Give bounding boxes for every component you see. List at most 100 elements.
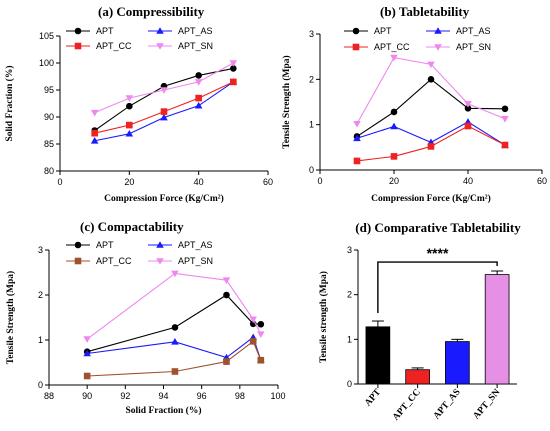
x-tick-label: 98	[235, 391, 245, 401]
chart-title: (a) Compressibility	[98, 4, 205, 19]
legend-marker	[156, 241, 164, 248]
data-point	[91, 129, 98, 137]
series-apt-sn	[90, 60, 238, 117]
data-point	[223, 291, 230, 299]
data-point	[195, 94, 202, 102]
y-tick-label: 1	[347, 334, 352, 344]
data-point	[353, 120, 361, 128]
data-point	[230, 65, 237, 72]
data-point	[257, 320, 265, 328]
legend-label: APT	[96, 240, 114, 250]
x-tick-label: 0	[57, 177, 62, 187]
data-point	[390, 54, 398, 62]
data-point	[171, 338, 179, 345]
data-point	[249, 316, 257, 324]
legend-label: APT_SN	[456, 42, 491, 52]
x-tick-label: 92	[120, 391, 130, 401]
series-apt-sn	[83, 270, 265, 343]
data-point	[194, 79, 203, 86]
data-point	[353, 157, 361, 165]
data-point	[427, 143, 435, 150]
data-point	[90, 136, 99, 144]
series-apt-sn	[353, 54, 509, 128]
legend-label: APT_CC	[96, 41, 132, 51]
data-point	[126, 121, 133, 129]
legend-marker	[352, 27, 360, 35]
series-line	[356, 78, 506, 137]
data-point	[222, 277, 231, 284]
x-tick-label: 40	[463, 176, 473, 186]
data-point	[427, 76, 435, 83]
legend-item-apt-cc: APT_CC	[344, 42, 410, 52]
data-point	[230, 78, 237, 86]
data-point	[171, 270, 179, 278]
bar-apt-as	[445, 341, 470, 385]
data-point	[390, 122, 398, 130]
y-axis-label: Tensile strength (Mpa)	[318, 271, 329, 363]
y-tick-label: 0	[309, 165, 314, 175]
data-point	[126, 102, 133, 110]
series-apt	[91, 65, 237, 134]
y-axis-label: Tensile Strength (Mpa)	[5, 271, 16, 364]
bar-apt-sn	[484, 274, 510, 385]
y-tick-label: 1	[38, 335, 43, 345]
x-tick-label: 96	[197, 391, 207, 401]
legend-marker	[352, 43, 360, 51]
data-point	[390, 108, 398, 116]
legend-item-apt-as: APT_AS	[148, 26, 213, 36]
x-tick-label: 60	[263, 177, 273, 187]
data-point	[390, 153, 398, 160]
series-apt	[353, 76, 509, 140]
data-point	[249, 338, 257, 345]
series-apt	[83, 291, 265, 356]
series-apt-cc	[353, 122, 509, 165]
data-point	[353, 134, 361, 142]
data-point	[501, 141, 509, 149]
data-point	[464, 101, 472, 108]
x-tick-label: 90	[82, 391, 92, 401]
legend-item-apt: APT	[66, 240, 114, 250]
data-point	[257, 356, 265, 364]
y-tick-label: 2	[309, 74, 314, 84]
x-tick-label: 0	[317, 176, 322, 186]
x-tick-label: 100	[270, 391, 285, 401]
data-point	[125, 129, 134, 137]
legend-marker	[434, 44, 442, 51]
data-point	[464, 105, 472, 112]
x-axis-label: Compression Force (Kg/Cm²)	[104, 193, 224, 204]
data-point	[83, 349, 91, 357]
legend-item-apt-sn: APT_SN	[148, 256, 213, 266]
legend-item-apt-as: APT_AS	[148, 240, 213, 250]
chart-title: (c) Compactability	[80, 219, 184, 234]
y-tick-label: 95	[44, 85, 54, 95]
x-tick-label: APT	[363, 387, 383, 408]
data-point	[223, 358, 230, 365]
chart-panel-b: (b) Tabletability 0 1 2 3 Tensile Strength (M…	[281, 4, 547, 204]
y-tick-label: 2	[347, 290, 352, 300]
data-point	[257, 331, 265, 338]
data-point	[195, 72, 202, 79]
series-line	[94, 67, 234, 131]
legend-label: APT	[374, 26, 392, 36]
data-point	[501, 105, 509, 113]
legend-marker	[74, 241, 82, 249]
series-apt-cc	[91, 78, 237, 137]
legend-label: APT_AS	[178, 240, 213, 250]
data-point	[125, 95, 134, 102]
legend-label: APT_AS	[178, 26, 213, 36]
chart-title: (b) Tabletability	[380, 4, 470, 19]
x-tick-label: APT_SN	[472, 387, 503, 421]
data-point	[160, 87, 168, 94]
data-point	[464, 122, 472, 130]
legend-label: APT_SN	[178, 41, 213, 51]
y-tick-label: 105	[39, 31, 54, 41]
data-point	[90, 109, 99, 117]
data-point	[83, 336, 91, 343]
data-point	[83, 372, 91, 380]
legend-marker	[156, 43, 164, 50]
y-tick-label: 85	[44, 139, 54, 149]
y-tick-label: 80	[44, 166, 54, 176]
y-tick-label: 3	[347, 245, 352, 255]
y-tick-label: 1	[309, 120, 314, 130]
legend-item-apt-cc: APT_CC	[66, 256, 132, 266]
